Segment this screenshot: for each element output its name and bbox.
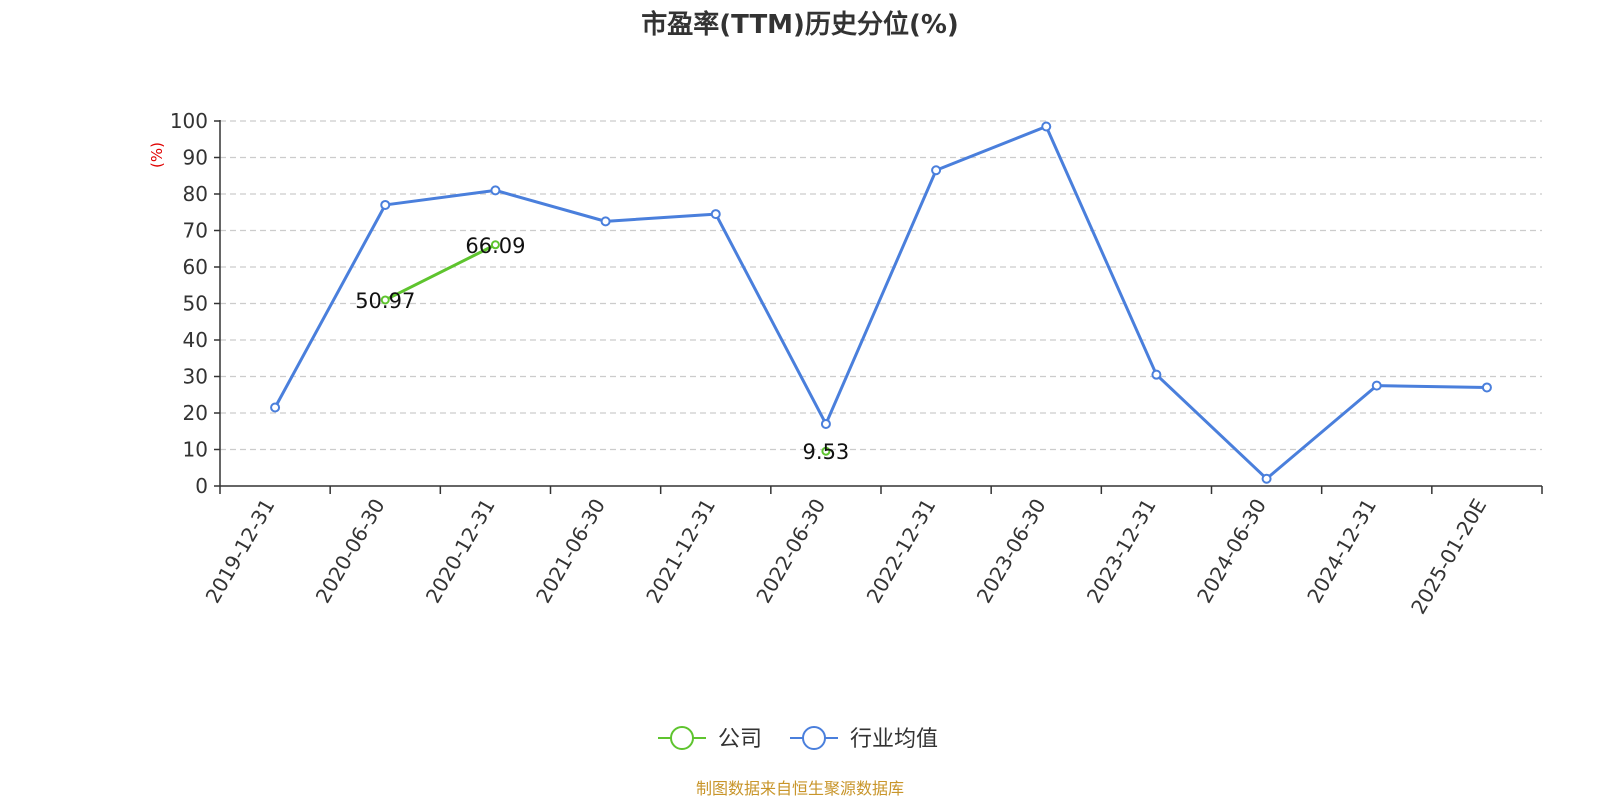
data-point[interactable] bbox=[1481, 382, 1492, 393]
data-point[interactable] bbox=[270, 402, 281, 413]
data-point[interactable] bbox=[380, 199, 391, 210]
legend-industry-circle-icon bbox=[802, 726, 826, 750]
x-tick-label: 2023-12-31 bbox=[1082, 495, 1161, 608]
data-label: 9.53 bbox=[803, 440, 850, 464]
legend-company-label: 公司 bbox=[718, 727, 762, 752]
y-tick-label: 40 bbox=[183, 328, 208, 352]
y-tick-label: 10 bbox=[183, 438, 208, 462]
data-point[interactable] bbox=[600, 216, 611, 227]
y-tick-label: 30 bbox=[183, 365, 208, 389]
x-tick-label: 2019-12-31 bbox=[201, 495, 280, 608]
series-line bbox=[384, 243, 497, 302]
axes: 0 10 20 30 40 50 60 70 80 90 100 2019-12-31 2020-06-… bbox=[170, 109, 1543, 619]
x-tick-label: 2021-12-31 bbox=[641, 495, 720, 608]
y-tick-label: 0 bbox=[195, 474, 208, 498]
y-axis-label: (%) bbox=[148, 142, 166, 168]
data-point[interactable] bbox=[821, 446, 831, 456]
x-tick-label: 2020-06-30 bbox=[311, 495, 390, 608]
x-tick-label: 2022-12-31 bbox=[862, 494, 941, 607]
x-tick-label: 2024-06-30 bbox=[1192, 495, 1271, 608]
y-tick-label: 20 bbox=[183, 401, 208, 425]
legend-item-industry-average[interactable]: 行业均值 bbox=[790, 726, 938, 752]
data-label: 66.09 bbox=[465, 234, 525, 258]
data-point[interactable] bbox=[820, 418, 831, 429]
data-point[interactable] bbox=[931, 165, 942, 176]
data-point[interactable] bbox=[1041, 121, 1052, 132]
x-tick-label: 2022-06-30 bbox=[751, 495, 830, 608]
data-point[interactable] bbox=[490, 185, 501, 196]
series-line bbox=[273, 124, 1487, 481]
data-point[interactable] bbox=[380, 295, 390, 305]
legend[interactable]: 公司 行业均值 bbox=[658, 726, 938, 752]
data-labels: 50.97 66.09 9.53 bbox=[355, 234, 849, 464]
x-tick-label: 2020-12-31 bbox=[421, 494, 500, 607]
x-tick-label: 2025-01-20E bbox=[1406, 495, 1491, 619]
y-tick-label: 100 bbox=[170, 109, 208, 133]
x-tick-label: 2024-12-31 bbox=[1302, 495, 1381, 608]
x-tick-label: 2023-06-30 bbox=[972, 495, 1051, 608]
legend-industry-label: 行业均值 bbox=[850, 727, 938, 752]
gridlines bbox=[220, 120, 1542, 451]
legend-item-company[interactable]: 公司 bbox=[658, 726, 762, 752]
data-point[interactable] bbox=[490, 240, 500, 250]
y-tick-label: 80 bbox=[183, 182, 208, 206]
y-tick-label: 90 bbox=[183, 146, 208, 170]
data-point[interactable] bbox=[710, 209, 721, 220]
y-tick-label: 60 bbox=[183, 255, 208, 279]
y-tick-label: 70 bbox=[183, 219, 208, 243]
chart-title: 市盈率(TTM)历史分位(%) bbox=[641, 9, 959, 40]
y-tick-label: 50 bbox=[183, 292, 208, 316]
data-point[interactable] bbox=[1151, 369, 1162, 380]
legend-company-circle-icon bbox=[670, 726, 694, 750]
x-tick-label: 2021-06-30 bbox=[531, 495, 610, 608]
data-label: 50.97 bbox=[355, 289, 415, 313]
data-source-note: 制图数据来自恒生聚源数据库 bbox=[696, 779, 904, 798]
series-layer bbox=[270, 121, 1492, 484]
data-point[interactable] bbox=[1371, 380, 1382, 391]
data-point[interactable] bbox=[1261, 473, 1272, 484]
